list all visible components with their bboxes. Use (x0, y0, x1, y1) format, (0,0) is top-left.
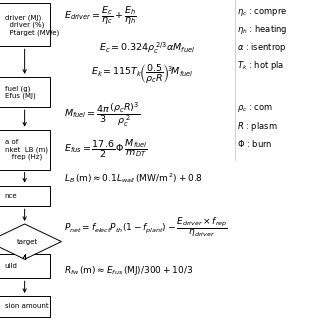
Bar (0, 130, 50, 170)
Bar (0, 186, 50, 206)
Text: $P_{net} = f_{elect}P_{th}(1 - f_{plant}) - \dfrac{E_{driver} \times f_{rep}}{\e: $P_{net} = f_{elect}P_{th}(1 - f_{plant}… (64, 215, 228, 239)
Text: $\rho_c$ : com: $\rho_c$ : com (237, 103, 273, 114)
Text: $E_k = 115T_k\!\left(\dfrac{0.5}{\rho_c R}\right)^{\!3}\! M_{fuel}$: $E_k = 115T_k\!\left(\dfrac{0.5}{\rho_c … (91, 62, 194, 85)
Bar (0, 3, 50, 46)
Text: $E_{driver} = \dfrac{E_c}{\eta_c} + \dfrac{E_h}{\eta_h}$: $E_{driver} = \dfrac{E_c}{\eta_c} + \dfr… (64, 5, 137, 27)
Text: nce: nce (5, 193, 17, 199)
Bar (0, 254, 50, 278)
Text: fuel (g)
Efus (MJ): fuel (g) Efus (MJ) (5, 85, 36, 99)
Bar (0, 77, 50, 107)
Text: a of
nket  LB (m)
   frep (Hz): a of nket LB (m) frep (Hz) (5, 139, 48, 160)
Text: driver (MJ)
  driver (%)
  Ptarget (MWe): driver (MJ) driver (%) Ptarget (MWe) (5, 14, 59, 36)
Text: target: target (17, 239, 38, 244)
Text: $M_{fuel} = \dfrac{4\pi}{3}\dfrac{(\rho_c R)^3}{\rho_c^{\,2}}$: $M_{fuel} = \dfrac{4\pi}{3}\dfrac{(\rho_… (64, 101, 140, 129)
Text: $\eta_h$ : heating: $\eta_h$ : heating (237, 23, 287, 36)
Text: $T_k$ : hot pla: $T_k$ : hot pla (237, 59, 284, 72)
Text: $\alpha$ : isentrop: $\alpha$ : isentrop (237, 41, 286, 54)
Text: $R_{fw}\,(\mathrm{m}) \approx E_{fus}\,(\mathrm{MJ})/300 + 10/3$: $R_{fw}\,(\mathrm{m}) \approx E_{fus}\,(… (64, 264, 193, 277)
Text: $L_B\,(\mathrm{m}) \approx 0.1L_{wall}\,(\mathrm{MW/m}^{\,2}) + 0.8$: $L_B\,(\mathrm{m}) \approx 0.1L_{wall}\,… (64, 171, 203, 185)
Text: $\Phi$ : burn: $\Phi$ : burn (237, 138, 272, 149)
Text: $E_{fus} = \dfrac{17.6}{2}\,\Phi\,\dfrac{M_{fuel}}{m_{DT}}$: $E_{fus} = \dfrac{17.6}{2}\,\Phi\,\dfrac… (64, 138, 148, 160)
Text: $\eta_c$ : compre: $\eta_c$ : compre (237, 6, 287, 18)
Text: $R$ : plasm: $R$ : plasm (237, 120, 277, 132)
Text: sion amount: sion amount (5, 303, 48, 309)
Text: $E_c = 0.324\rho_c^{\,2/3}\alpha M_{fuel}$: $E_c = 0.324\rho_c^{\,2/3}\alpha M_{fuel… (99, 40, 195, 56)
Polygon shape (0, 224, 61, 259)
Text: uild: uild (5, 263, 18, 269)
Bar (0, 296, 50, 317)
